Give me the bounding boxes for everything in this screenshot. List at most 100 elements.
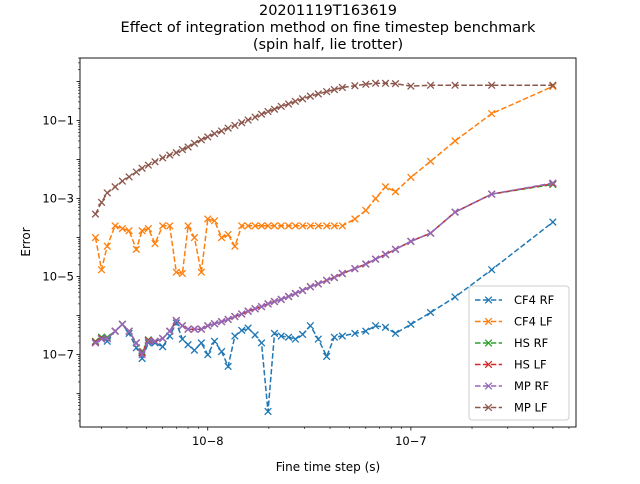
series-mp-lf <box>91 79 557 218</box>
data-point <box>426 308 435 317</box>
data-point <box>306 222 315 230</box>
data-point <box>371 79 380 88</box>
data-point <box>217 347 226 356</box>
x-axis: 10−8 10−7 Fine time step (s) <box>101 427 570 474</box>
data-point <box>132 245 141 254</box>
data-point <box>178 145 187 154</box>
data-point <box>224 124 232 132</box>
data-point <box>549 81 557 90</box>
y-axis-label: Error <box>19 227 33 256</box>
data-point <box>178 335 187 343</box>
data-point <box>257 222 266 230</box>
data-point <box>549 218 557 226</box>
data-point <box>284 222 293 230</box>
data-point <box>251 113 259 121</box>
x-ticks: 10−8 10−7 <box>101 427 570 448</box>
data-point <box>391 79 400 88</box>
data-point <box>322 222 331 230</box>
data-point <box>165 222 174 230</box>
data-point <box>306 322 315 330</box>
data-point <box>270 297 279 306</box>
data-point <box>330 222 339 230</box>
data-point <box>118 320 127 329</box>
data-point <box>210 337 219 346</box>
data-point <box>270 222 279 230</box>
data-point <box>165 327 174 335</box>
data-point <box>322 87 331 96</box>
data-point <box>132 339 141 347</box>
data-point <box>264 222 272 230</box>
data-point <box>125 226 133 235</box>
series-mp-rf <box>91 179 557 359</box>
data-point <box>264 407 272 416</box>
legend-label: HS RF <box>514 336 548 350</box>
legend-label: MP RF <box>514 379 549 393</box>
legend-swatch-marker <box>484 360 493 369</box>
data-point <box>314 90 323 98</box>
data-point <box>144 161 153 169</box>
data-point <box>224 362 232 371</box>
data-point <box>270 105 279 113</box>
data-point <box>314 280 323 288</box>
data-point <box>158 222 167 230</box>
data-point <box>330 85 339 94</box>
legend-swatch-marker <box>484 296 493 304</box>
data-point <box>351 264 359 273</box>
data-point <box>391 245 400 254</box>
data-point <box>197 339 206 347</box>
data-point <box>549 82 557 91</box>
data-point <box>284 333 293 341</box>
data-point <box>144 337 153 346</box>
data-point <box>351 215 359 223</box>
data-point <box>158 154 167 162</box>
data-point <box>244 222 252 230</box>
data-point <box>178 269 187 278</box>
data-point <box>237 222 246 230</box>
data-point <box>298 222 307 230</box>
data-point <box>381 323 390 332</box>
data-point <box>407 82 415 90</box>
data-point <box>351 81 359 90</box>
data-point <box>151 157 159 166</box>
y-tick-label: 10−1 <box>42 114 74 128</box>
data-point <box>322 276 331 285</box>
data-point <box>257 339 266 347</box>
data-point <box>231 332 239 340</box>
data-point <box>203 215 212 223</box>
data-point <box>407 237 415 246</box>
legend-items: CF4 RF CF4 LF HS RF HS LF MP RF MP LF <box>475 293 554 415</box>
data-point <box>184 143 192 151</box>
series-layer <box>91 79 557 416</box>
data-point <box>426 229 435 237</box>
data-point <box>97 198 106 207</box>
data-point <box>237 310 246 318</box>
data-point <box>190 139 199 148</box>
data-point <box>407 173 415 182</box>
data-point <box>190 346 199 354</box>
data-point <box>264 107 272 116</box>
legend-label: MP LF <box>514 401 548 415</box>
data-point <box>306 282 315 291</box>
legend-item: CF4 RF <box>475 293 554 307</box>
data-point <box>451 81 459 90</box>
data-point <box>371 194 380 203</box>
data-point <box>138 164 146 172</box>
data-point <box>197 136 206 144</box>
data-point <box>487 81 496 90</box>
data-point <box>451 208 459 216</box>
data-point <box>298 95 307 103</box>
data-point <box>172 148 181 157</box>
data-point <box>284 292 293 301</box>
data-point <box>138 226 146 235</box>
data-point <box>91 339 100 347</box>
data-point <box>362 327 370 335</box>
legend-item: HS RF <box>475 336 548 350</box>
data-point <box>277 332 285 340</box>
data-point <box>178 322 187 330</box>
data-point <box>91 233 100 242</box>
data-point <box>338 83 347 92</box>
data-point <box>330 273 339 282</box>
data-point <box>244 324 252 332</box>
data-point <box>151 337 159 346</box>
